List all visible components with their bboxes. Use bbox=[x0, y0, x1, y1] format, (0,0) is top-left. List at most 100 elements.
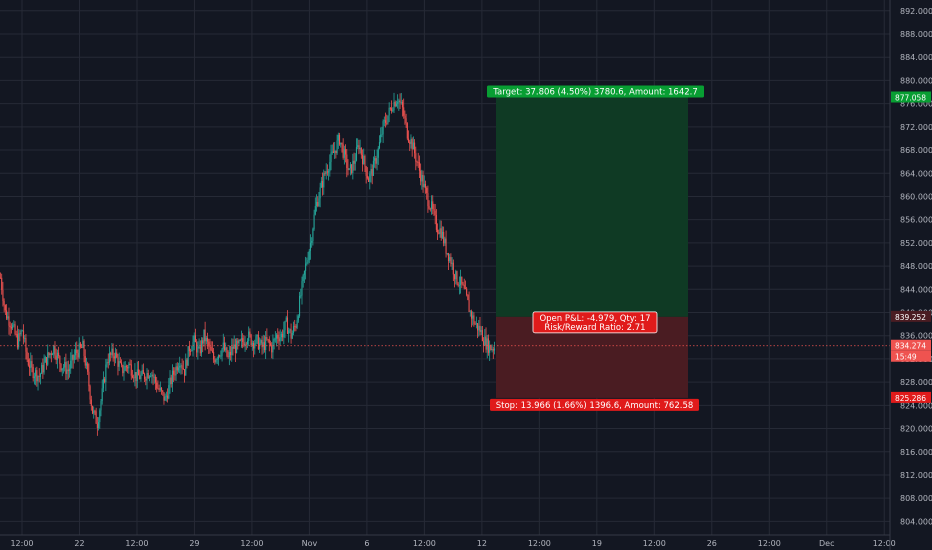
candle-body bbox=[66, 369, 68, 374]
candle-body bbox=[410, 139, 412, 144]
x-tick-label: 19 bbox=[592, 539, 602, 548]
candle-body bbox=[467, 294, 469, 300]
candle-body bbox=[313, 214, 315, 229]
candle-body bbox=[83, 340, 85, 357]
candle-body bbox=[42, 365, 44, 373]
candle-body bbox=[400, 101, 402, 103]
candle-body bbox=[460, 276, 462, 286]
candle-body bbox=[117, 357, 119, 367]
candle-body bbox=[181, 365, 183, 369]
candle-body bbox=[225, 347, 227, 351]
countdown-tag: 15:49 bbox=[895, 353, 917, 362]
candle-body bbox=[153, 376, 155, 378]
candle-body bbox=[435, 215, 437, 230]
candle-body bbox=[61, 368, 63, 371]
candle-body bbox=[50, 353, 52, 355]
candle-body bbox=[314, 206, 316, 215]
candle-body bbox=[456, 271, 458, 284]
candle-body bbox=[186, 359, 188, 366]
candle-body bbox=[244, 343, 246, 346]
y-tick-label: 824.000 bbox=[900, 401, 932, 410]
candle-body bbox=[382, 121, 384, 135]
candle-body bbox=[380, 134, 382, 143]
candle-body bbox=[341, 142, 343, 145]
candle-body bbox=[340, 142, 342, 145]
candle-body bbox=[133, 377, 135, 379]
candle-body bbox=[67, 369, 69, 372]
x-tick-label: Nov bbox=[302, 539, 318, 548]
candle-body bbox=[238, 340, 240, 344]
candle-body bbox=[45, 357, 48, 365]
candle-body bbox=[294, 326, 296, 328]
candle-body bbox=[68, 368, 71, 372]
x-tick-label: 12:00 bbox=[240, 539, 263, 548]
candle-body bbox=[206, 337, 209, 342]
candle-body bbox=[70, 360, 72, 369]
candle-body bbox=[289, 329, 291, 331]
candle-body bbox=[137, 369, 140, 376]
candle-body bbox=[75, 349, 77, 356]
candle-body bbox=[475, 323, 477, 325]
y-tick-label: 856.000 bbox=[900, 216, 932, 225]
candle-body bbox=[0, 277, 2, 279]
y-tick-label: 808.000 bbox=[900, 494, 932, 503]
candle-body bbox=[229, 352, 232, 356]
candle-body bbox=[394, 101, 396, 107]
candle-body bbox=[53, 345, 55, 355]
candle-body bbox=[452, 262, 454, 275]
candle-body bbox=[73, 355, 75, 360]
candle-body bbox=[315, 201, 318, 207]
candle-body bbox=[466, 288, 468, 295]
candle-body bbox=[193, 335, 195, 343]
position-zones bbox=[496, 97, 688, 398]
stop-label-bg bbox=[490, 398, 699, 411]
x-tick-label: 29 bbox=[189, 539, 199, 548]
candle-body bbox=[472, 315, 474, 319]
candle-body bbox=[322, 181, 324, 188]
candle-body bbox=[449, 257, 451, 261]
candle-body bbox=[1, 277, 3, 290]
candle-body bbox=[154, 376, 157, 383]
candle-body bbox=[175, 366, 177, 376]
candle-body bbox=[76, 349, 78, 353]
candle-body bbox=[451, 262, 453, 264]
target-zone bbox=[496, 97, 688, 317]
candle-body bbox=[122, 365, 124, 374]
candle-body bbox=[492, 349, 494, 351]
candle-body bbox=[386, 122, 388, 124]
candle-body bbox=[347, 168, 349, 170]
candle-body bbox=[150, 375, 152, 377]
candle-body bbox=[93, 410, 95, 414]
candle-body bbox=[6, 310, 8, 319]
candle-body bbox=[272, 341, 274, 353]
x-tick-label: 22 bbox=[74, 539, 84, 548]
stop-label: Stop: 13.966 (1.66%) 1396.6, Amount: 762… bbox=[496, 401, 694, 411]
candle-body bbox=[447, 253, 450, 261]
candle-body bbox=[136, 369, 138, 381]
candle-body bbox=[38, 376, 40, 377]
candle-body bbox=[336, 140, 338, 154]
candle-body bbox=[446, 253, 448, 254]
candle-body bbox=[335, 150, 337, 154]
candles bbox=[0, 92, 496, 436]
candle-body bbox=[174, 374, 176, 376]
candle-body bbox=[3, 300, 5, 306]
candle-body bbox=[140, 374, 142, 379]
candle-body bbox=[450, 257, 452, 264]
candle-body bbox=[87, 363, 89, 372]
candle-body bbox=[190, 351, 192, 352]
x-tick-label: 12:00 bbox=[758, 539, 781, 548]
candle-body bbox=[29, 365, 31, 368]
candle-body bbox=[123, 370, 125, 374]
candle-body bbox=[271, 344, 273, 353]
candle-body bbox=[485, 336, 487, 350]
candle-body bbox=[47, 352, 49, 365]
target-label: Target: 37.806 (4.50%) 3780.6, Amount: 1… bbox=[492, 87, 698, 97]
candle-body bbox=[479, 325, 481, 332]
candle-body bbox=[78, 343, 80, 358]
candle-body bbox=[395, 103, 397, 107]
candle-body bbox=[237, 340, 239, 344]
x-tick-label: 12 bbox=[477, 539, 487, 548]
candle-body bbox=[24, 338, 26, 339]
ratio-label: Risk/Reward Ratio: 2.71 bbox=[544, 323, 645, 333]
